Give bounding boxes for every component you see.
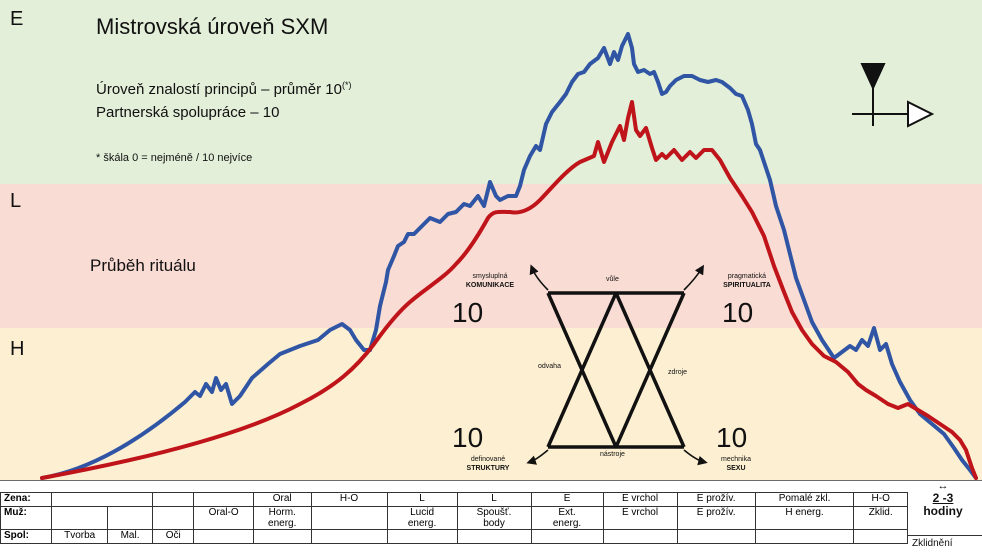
duration-value: 2 -3 [932,491,954,505]
downward-triangle-icon [860,63,886,91]
arrow-top-right [683,264,704,291]
table-row: Muž: Oral-O Horm. energ. Lucid energ. Spou… [0,506,908,530]
divider [908,535,982,536]
table-cell [456,529,532,544]
band-label-l: L [10,190,22,212]
corner-top-right: pragmatická SPIRITUALITA [723,273,771,289]
arrow-bottom-left [526,449,549,465]
table-cell [51,492,154,507]
calm-label: Zklidnění [912,538,953,549]
table-row: Žena: Oral H-O L L E E vrchol E prožív. … [0,492,908,507]
table-cell: Tvorba [51,529,108,544]
table-cell: Ext. energ. [530,506,604,530]
table-cell: E vrchol [602,492,678,507]
table-cell: Spoušť. body [456,506,532,530]
right-triangle-icon [907,100,935,128]
table-cell: Oral [252,492,312,507]
table-cell [310,529,388,544]
red-curve [40,100,978,480]
table-cell [51,506,108,530]
double-arrow-icon: ↔ [937,480,949,492]
table-cell [106,506,154,530]
corner-top-left: smysluplná KOMUNIKACE [465,273,515,289]
score-top-right: 10 [722,297,754,328]
band-h [0,328,982,481]
table-cell [530,529,604,544]
table-cell: Mal. [106,529,154,544]
band-l [0,184,982,329]
table-cell [193,492,254,507]
band-e [0,0,982,185]
edge-label-bottom: nástroje [600,451,625,458]
table-cell: Zklid. [853,506,908,530]
table-row: Spol: Tvorba Mal. Oči [0,529,908,544]
table-cell [602,529,678,544]
table-cell: E prožív. [676,506,756,530]
table-cell [152,506,195,530]
table-cell [386,529,458,544]
table-cell: Lucid energ. [386,506,458,530]
phase-table: Žena: Oral H-O L L E E vrchol E prožív. … [0,492,908,544]
table-cell: H-O [310,492,388,507]
table-cell [152,492,195,507]
table-cell: Oči [152,529,195,544]
edge-label-right: zdroje [668,369,688,376]
edge-label-top: vůle [606,276,619,283]
table-cell: L [456,492,532,507]
score-bottom-left: 10 [452,422,484,453]
bowtie-diagram [546,291,686,449]
row-label-muz: Muž: [0,506,53,530]
knowledge-line: Úroveň znalostí principů – průměr 10(*) [96,80,352,98]
arrow-bottom-right [683,449,708,466]
table-cell: H-O [853,492,908,507]
table-cell: E vrchol [602,506,678,530]
table-cell: E prožív. [676,492,756,507]
corner-bottom-left: definované STRUKTURY [466,456,510,472]
diagram-diagonal [614,292,686,448]
table-cell [252,529,312,544]
edge-label-left: odvaha [538,363,561,370]
table-cell [310,506,388,530]
table-cell [193,529,254,544]
table-cell: Pomalé zkl. [754,492,855,507]
table-cell: Horm. energ. [252,506,312,530]
page-title: Mistrovská úroveň SXM [96,14,329,39]
table-cell: L [386,492,458,507]
partnership-line: Partnerská spolupráce – 10 [96,104,280,121]
row-label-spol: Spol: [0,529,53,544]
table-cell [853,529,908,544]
table-cell [754,529,855,544]
table-cell: E [530,492,604,507]
arrow-top-left [529,264,549,291]
table-cell: Oral-O [193,506,254,530]
footnote: * škála 0 = nejméně / 10 nejvíce [96,152,253,164]
antenna-symbol [852,63,935,128]
band-label-h: H [10,338,25,360]
score-bottom-right: 10 [716,422,748,453]
score-top-left: 10 [452,297,484,328]
table-cell: H energ. [754,506,855,530]
diagram-diagonal [546,292,618,448]
band-label-e: E [10,8,24,30]
row-label-zena: Žena: [0,492,53,507]
corner-bottom-right: mechnika SEXU [721,456,751,472]
duration-unit: hodiny [923,504,963,518]
ritual-label: Průběh rituálu [90,256,196,275]
table-cell [676,529,756,544]
duration-indicator: ↔ 2 -3 hodiny [910,480,976,518]
blue-curve [40,32,978,480]
